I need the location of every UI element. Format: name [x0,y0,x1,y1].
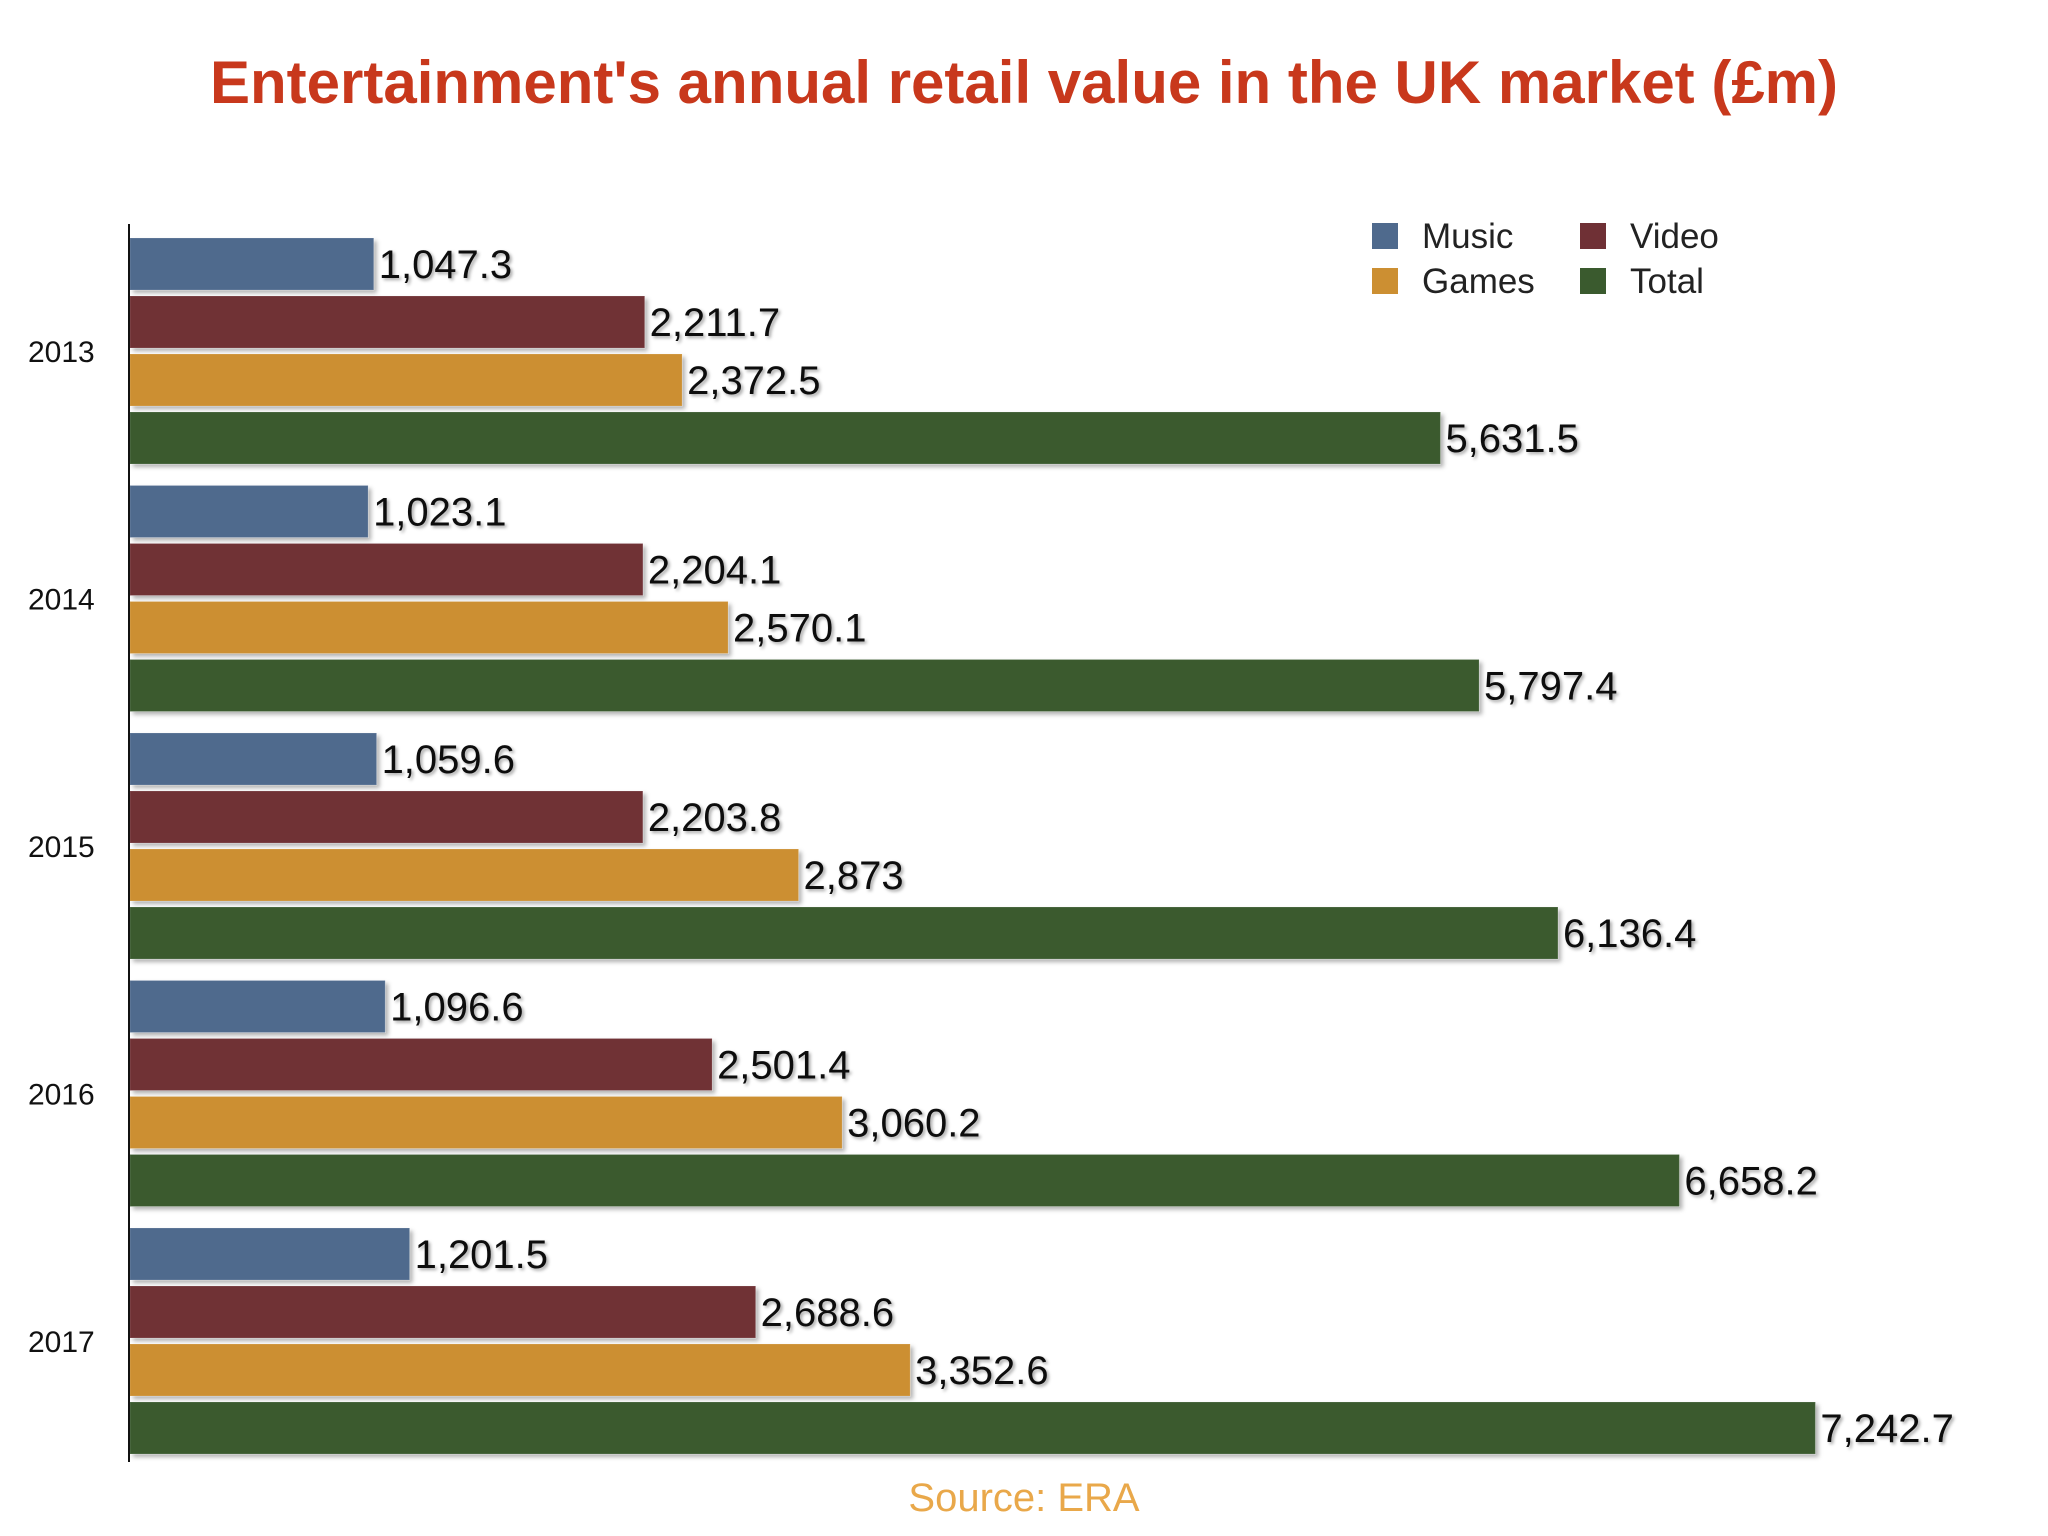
value-label-music-2013: 1,047.3 [379,243,512,287]
legend-swatch-video [1580,223,1606,249]
category-axis-labels: 2013 2014 2015 2016 2017 [28,336,95,1359]
value-label-total-2015: 6,136.4 [1563,912,1696,956]
bar-games-2013 [129,353,683,407]
bar-music-2014 [129,485,369,538]
bar-video-2015 [129,790,644,844]
legend-label-games: Games [1422,262,1535,301]
bar-games-2014 [129,601,729,654]
bar-total-2013 [129,411,1441,465]
value-label-games-2016: 3,060.2 [847,1102,980,1146]
bar-video-2014 [129,543,644,596]
legend-swatch-games [1372,268,1398,294]
bar-total-2015 [129,906,1559,960]
bar-total-2016 [129,1154,1680,1207]
value-label-music-2017: 1,201.5 [415,1233,548,1277]
bar-music-2013 [129,237,375,291]
chart-title: Entertainment's annual retail value in t… [209,49,1839,116]
value-label-total-2013: 5,631.5 [1445,417,1578,461]
bar-games-2017 [129,1343,911,1397]
value-label-games-2015: 2,873 [804,854,904,898]
legend-label-total: Total [1630,262,1704,301]
legend-swatch-total [1580,268,1606,294]
value-label-video-2013: 2,211.7 [650,301,781,345]
value-label-total-2014: 5,797.4 [1484,665,1617,709]
value-label-video-2017: 2,688.6 [761,1291,894,1335]
legend: Music Video Games Total [1372,217,1719,301]
value-label-video-2016: 2,501.4 [717,1044,850,1088]
value-label-video-2015: 2,203.8 [648,796,781,840]
value-labels: 1,047.3 2,211.7 2,372.5 5,631.5 1,023.1 2,204… [373,243,1954,1451]
category-label-2014: 2014 [28,584,95,617]
bar-video-2013 [129,295,646,349]
bars-layer [129,237,1816,1455]
bar-video-2016 [129,1038,713,1091]
bar-music-2017 [129,1227,411,1281]
chart-source: Source: ERA [908,1476,1140,1520]
value-label-games-2017: 3,352.6 [915,1349,1048,1393]
legend-label-music: Music [1422,217,1513,256]
category-label-2013: 2013 [28,336,95,369]
bar-games-2015 [129,848,800,902]
category-label-2015: 2015 [28,831,95,864]
value-label-music-2016: 1,096.6 [390,986,523,1030]
value-label-music-2015: 1,059.6 [382,738,515,782]
legend-label-video: Video [1630,217,1719,256]
value-label-music-2014: 1,023.1 [373,491,506,535]
value-label-total-2016: 6,658.2 [1684,1160,1817,1204]
value-label-games-2013: 2,372.5 [687,359,820,403]
bar-video-2017 [129,1285,757,1339]
value-label-video-2014: 2,204.1 [648,549,781,593]
bar-music-2016 [129,980,386,1033]
value-label-total-2017: 7,242.7 [1820,1407,1953,1451]
legend-swatch-music [1372,223,1398,249]
bar-music-2015 [129,732,378,786]
bar-games-2016 [129,1096,843,1149]
bar-total-2017 [129,1401,1816,1455]
category-label-2016: 2016 [28,1079,95,1112]
value-label-games-2014: 2,570.1 [733,607,866,651]
category-label-2017: 2017 [28,1326,95,1359]
bar-total-2014 [129,659,1480,712]
